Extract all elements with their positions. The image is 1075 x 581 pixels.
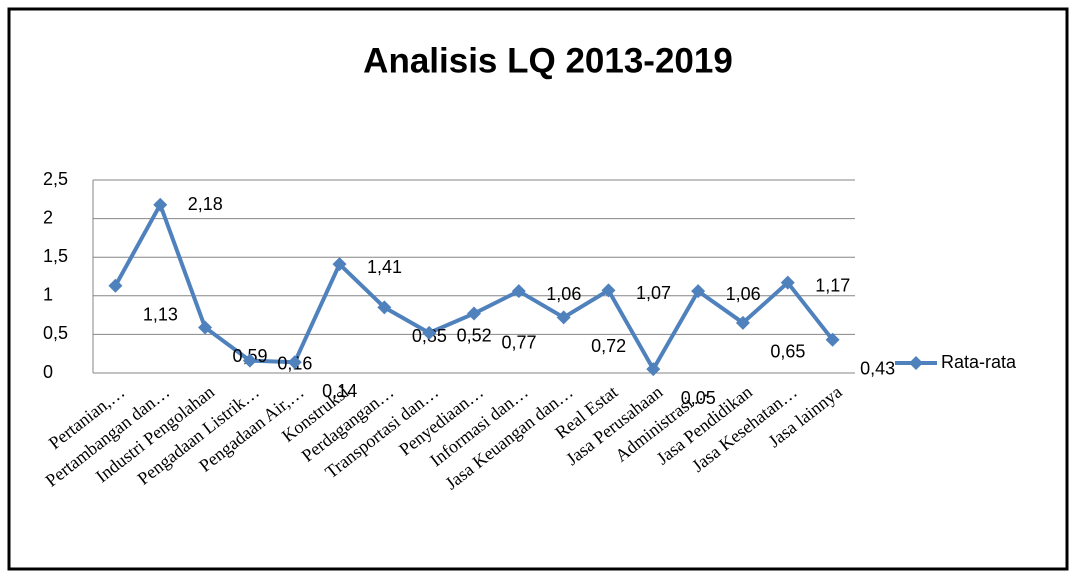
data-label: 1,17 <box>815 275 850 295</box>
marker <box>556 310 571 325</box>
data-label: 2,18 <box>188 194 223 214</box>
marker <box>601 283 616 298</box>
marker <box>287 355 302 370</box>
data-label: 1,13 <box>143 305 178 325</box>
y-tick-label: 2,5 <box>43 169 68 189</box>
marker <box>691 284 706 299</box>
data-label: 0,77 <box>501 332 536 352</box>
chart-title: Analisis LQ 2013-2019 <box>363 41 733 80</box>
marker <box>377 300 392 315</box>
marker <box>108 278 123 293</box>
marker <box>646 362 661 377</box>
data-label: 0,52 <box>457 326 492 346</box>
marker <box>467 306 481 321</box>
data-label: 0,14 <box>322 381 357 401</box>
marker <box>735 315 750 330</box>
marker <box>511 284 526 299</box>
data-label: 0,43 <box>860 359 895 379</box>
marker <box>780 275 795 290</box>
marker <box>153 197 168 212</box>
marker <box>242 353 257 368</box>
marker <box>198 320 213 335</box>
data-label: 0,05 <box>681 388 716 408</box>
y-tick-label: 0 <box>43 362 53 382</box>
data-label: 1,07 <box>636 283 671 303</box>
marker <box>825 332 840 347</box>
chart-frame <box>7 7 1069 571</box>
data-label: 1,06 <box>546 284 581 304</box>
y-tick-label: 1 <box>43 285 53 305</box>
y-tick-label: 1,5 <box>43 246 68 266</box>
data-label: 1,41 <box>367 257 402 277</box>
legend-marker <box>909 356 923 370</box>
data-label: 0,65 <box>770 342 805 362</box>
y-tick-label: 2 <box>43 207 53 227</box>
legend-label: Rata-rata <box>941 352 1017 372</box>
marker <box>332 257 347 272</box>
marker <box>422 325 437 340</box>
data-label: 0,72 <box>591 336 626 356</box>
data-label: 1,06 <box>726 284 761 304</box>
y-tick-label: 0,5 <box>43 323 68 343</box>
